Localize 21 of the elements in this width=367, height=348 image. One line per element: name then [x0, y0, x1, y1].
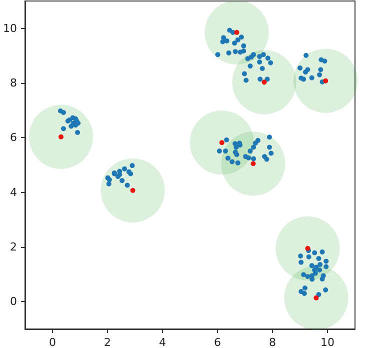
y-tick-label: 0: [10, 295, 17, 308]
x-tick-label: 6: [214, 336, 221, 348]
point: [130, 188, 136, 193]
x-tick-label: 2: [104, 336, 111, 348]
point: [323, 78, 328, 84]
point: [262, 80, 267, 85]
point: [305, 246, 310, 251]
y-tick-label: 4: [10, 186, 17, 199]
x-tick-label: 8: [269, 336, 276, 348]
y-tick-label: 8: [10, 76, 17, 90]
x-tick-label: 0: [49, 336, 56, 348]
x-tick-label: 4: [159, 336, 166, 348]
x-tick-label: 10: [320, 336, 334, 348]
point: [234, 30, 240, 35]
point: [58, 134, 64, 140]
point: [250, 161, 256, 166]
point: [314, 295, 319, 300]
point: [219, 140, 224, 146]
y-tick-label: 10: [3, 22, 17, 35]
y-tick-label: 6: [10, 131, 17, 144]
y-tick-label: 2: [10, 240, 17, 254]
